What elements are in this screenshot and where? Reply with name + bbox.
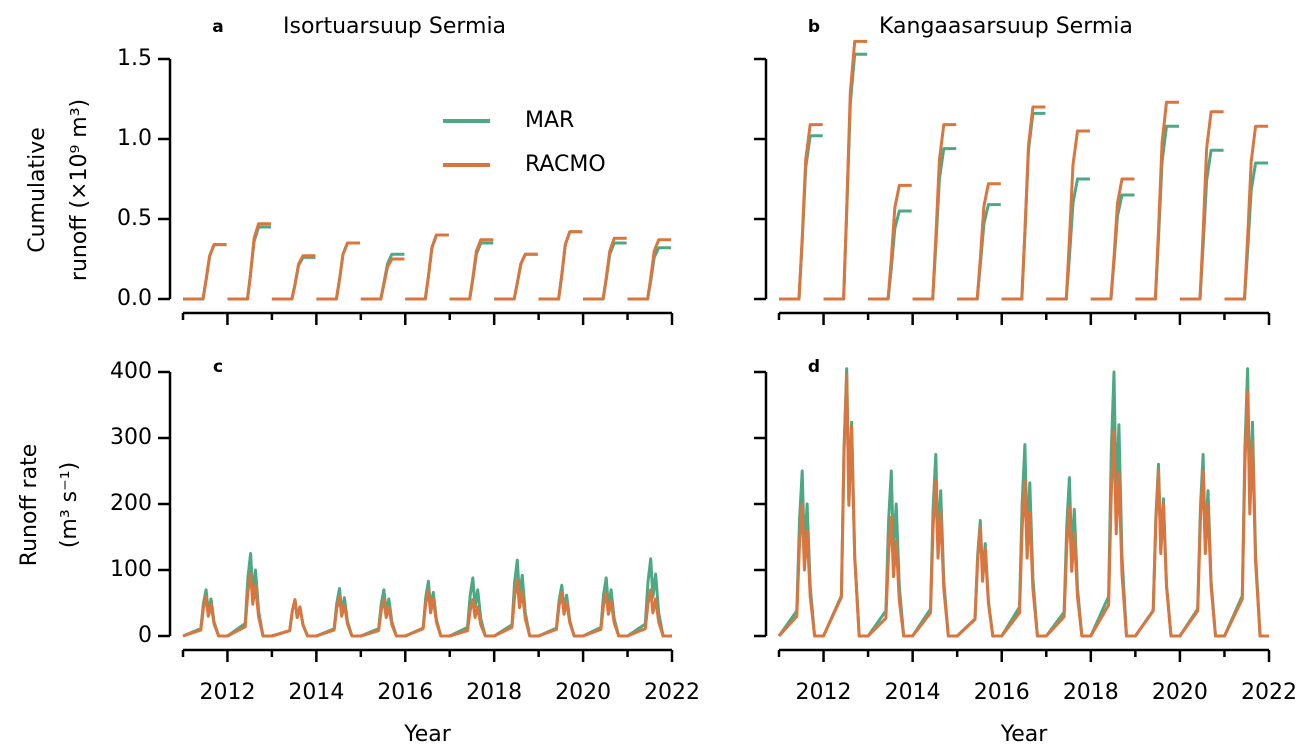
y-axis-label: Runoff rate xyxy=(17,444,42,566)
panel-label: b xyxy=(808,17,820,37)
series-line xyxy=(182,571,672,638)
panel-label: c xyxy=(213,357,223,377)
legend-label: MAR xyxy=(525,108,574,133)
x-tick-label: 2012 xyxy=(199,680,255,705)
y-tick-label: 1.5 xyxy=(117,46,152,71)
x-tick-label: 2018 xyxy=(1063,680,1119,705)
series-line xyxy=(777,373,1269,638)
x-tick-label: 2022 xyxy=(644,680,700,705)
y-tick-label: 300 xyxy=(110,425,152,450)
series-line xyxy=(183,222,672,301)
series-line xyxy=(779,39,1269,301)
x-tick-label: 2014 xyxy=(885,680,941,705)
x-tick-label: 2018 xyxy=(466,680,522,705)
y-tick-label: 0 xyxy=(138,623,152,648)
panel-label: d xyxy=(808,357,820,377)
panel-label: a xyxy=(212,17,223,37)
x-axis-label: Year xyxy=(1000,722,1049,746)
x-tick-label: 2012 xyxy=(796,680,852,705)
y-tick-label: 100 xyxy=(110,557,152,582)
y-tick-label: 0.5 xyxy=(117,206,152,231)
x-tick-label: 2016 xyxy=(377,680,433,705)
x-tick-label: 2016 xyxy=(974,680,1030,705)
x-tick-label: 2022 xyxy=(1241,680,1297,705)
y-tick-label: 400 xyxy=(110,359,152,384)
y-axis-label: Cumulative xyxy=(25,127,50,253)
y-tick-label: 200 xyxy=(110,491,152,516)
y-axis-label: runoff (×10⁹ m³) xyxy=(67,99,92,281)
panel-title: Isortuarsuup Sermia xyxy=(283,14,506,39)
x-tick-label: 2014 xyxy=(288,680,344,705)
y-axis-label: (m³ s⁻¹) xyxy=(57,462,82,548)
x-tick-label: 2020 xyxy=(1152,680,1208,705)
x-tick-label: 2020 xyxy=(555,680,611,705)
legend-label: RACMO xyxy=(525,152,606,177)
x-axis-label: Year xyxy=(403,722,452,746)
panel-title: Kangaasarsuup Sermia xyxy=(879,14,1133,39)
y-tick-label: 0.0 xyxy=(117,286,152,311)
y-tick-label: 1.0 xyxy=(117,126,152,151)
